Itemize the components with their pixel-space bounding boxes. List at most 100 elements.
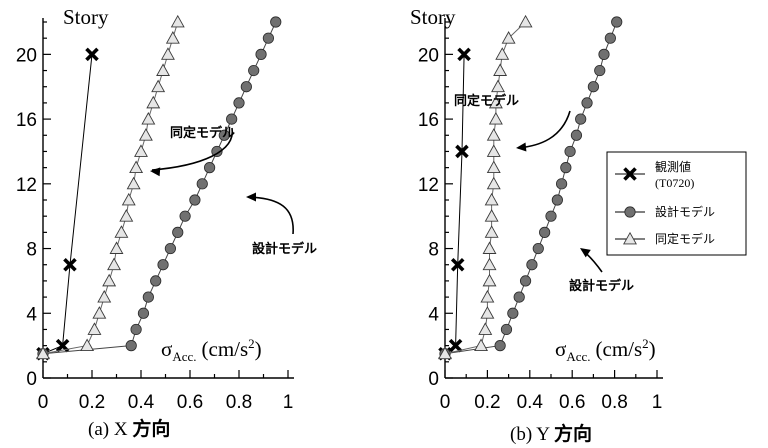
x-axis-label-unit-sup: 2 (248, 336, 255, 351)
annotation-label: 同定モデル (454, 93, 519, 109)
data-point (240, 81, 252, 93)
data-point (262, 32, 274, 44)
series-line (42, 54, 93, 355)
data-point (448, 338, 463, 353)
legend-marker (623, 231, 637, 245)
series-triangle (438, 14, 533, 360)
data-point (491, 79, 505, 93)
data-point (270, 16, 282, 28)
series-line (42, 21, 179, 355)
x-tick-label: 0.6 (177, 392, 203, 413)
data-point (129, 160, 144, 174)
data-point (604, 32, 616, 44)
series-line (42, 21, 277, 355)
data-point (507, 307, 519, 319)
data-point (598, 48, 610, 60)
y-tick-label: 16 (16, 110, 37, 131)
data-point (482, 273, 497, 287)
y-axis-label: Story (63, 5, 109, 29)
data-point (564, 145, 576, 158)
series-triangle (36, 14, 185, 360)
x-tick-label: 0.4 (128, 392, 155, 413)
chart-x-svg: 0 4 8 12 16 20 0 0.2 0.4 0.6 0.8 1 Story σAcc. (cm/s2)… (16, 5, 317, 440)
data-point (570, 129, 583, 141)
annotation-arrow (517, 110, 571, 149)
x-axis-label-subscript: Acc. (172, 349, 196, 364)
data-point (482, 241, 497, 254)
data-point (556, 178, 568, 190)
data-point (204, 162, 216, 174)
data-point (218, 129, 230, 141)
y-axis-label: Story (410, 5, 456, 29)
data-point (519, 275, 532, 287)
data-point (484, 209, 499, 222)
x-tick-label: 0 (38, 392, 49, 413)
x-tick-label: 0.2 (79, 392, 105, 413)
y-tick-label: 0 (26, 369, 37, 390)
data-point (484, 192, 499, 206)
data-point (141, 111, 156, 125)
x-axis-label-symbol: σ (555, 337, 566, 361)
chart-caption: (a) X 方向 (88, 417, 170, 440)
y-tick-label: 12 (16, 175, 37, 196)
data-point (486, 176, 501, 190)
legend-label: 設計モデル (655, 204, 715, 219)
data-point (493, 63, 508, 76)
caption-suffix: 方向 (132, 417, 170, 440)
data-point (248, 64, 260, 77)
data-point (494, 340, 506, 352)
data-point (150, 275, 162, 287)
data-point (137, 307, 150, 319)
data-point (226, 113, 238, 125)
x-tick-label: 0.8 (226, 392, 252, 413)
x-axis-label-unit: (cm/s (202, 337, 249, 361)
data-point (156, 63, 171, 76)
legend-sublabel: (T0720) (655, 176, 694, 190)
annotation-label: 設計モデル (252, 241, 317, 257)
data-point (134, 144, 148, 157)
data-point (495, 47, 510, 60)
annotation-arrow-head (150, 167, 161, 177)
series-line (444, 21, 618, 355)
data-point (151, 79, 166, 93)
chart-y-svg: 0 4 8 12 16 20 0 0.2 0.4 0.6 0.8 1 Story σAcc. (cm/s2)… (410, 5, 747, 445)
data-point (164, 242, 176, 255)
y-tick-label: 0 (428, 369, 439, 390)
data-point (165, 31, 180, 44)
data-point (474, 338, 489, 352)
data-point (126, 176, 141, 190)
y-tick-label: 4 (26, 304, 37, 325)
data-point (97, 289, 112, 303)
y-tick-label: 16 (418, 110, 439, 131)
series-x (36, 47, 99, 361)
data-point (545, 210, 557, 222)
annotation-arrow-head (580, 248, 591, 258)
y-tick-label: 20 (16, 45, 37, 66)
data-point (107, 257, 122, 271)
caption-suffix: 方向 (554, 422, 592, 445)
data-point (480, 289, 495, 303)
data-point (160, 47, 175, 60)
caption-prefix: (b) Y (510, 424, 554, 445)
data-point (482, 257, 497, 271)
data-point (611, 16, 623, 28)
data-point (196, 178, 208, 190)
series-circle (439, 16, 623, 360)
x-tick-label: 0.8 (601, 392, 627, 413)
data-point (179, 210, 191, 222)
data-point (211, 145, 223, 158)
data-point (170, 14, 185, 28)
data-point (594, 64, 606, 77)
data-point (488, 95, 503, 109)
annotation-arrow-head (516, 142, 527, 152)
caption-prefix: (a) X (88, 419, 132, 440)
data-point (142, 291, 154, 303)
annotation-arrow (247, 196, 294, 235)
data-point (587, 81, 599, 93)
data-point (63, 257, 77, 272)
y-tick-label: 8 (428, 240, 439, 261)
data-point (36, 346, 50, 360)
data-point (109, 241, 124, 254)
annotation-label: 設計モデル (569, 278, 634, 294)
data-point (486, 144, 501, 157)
